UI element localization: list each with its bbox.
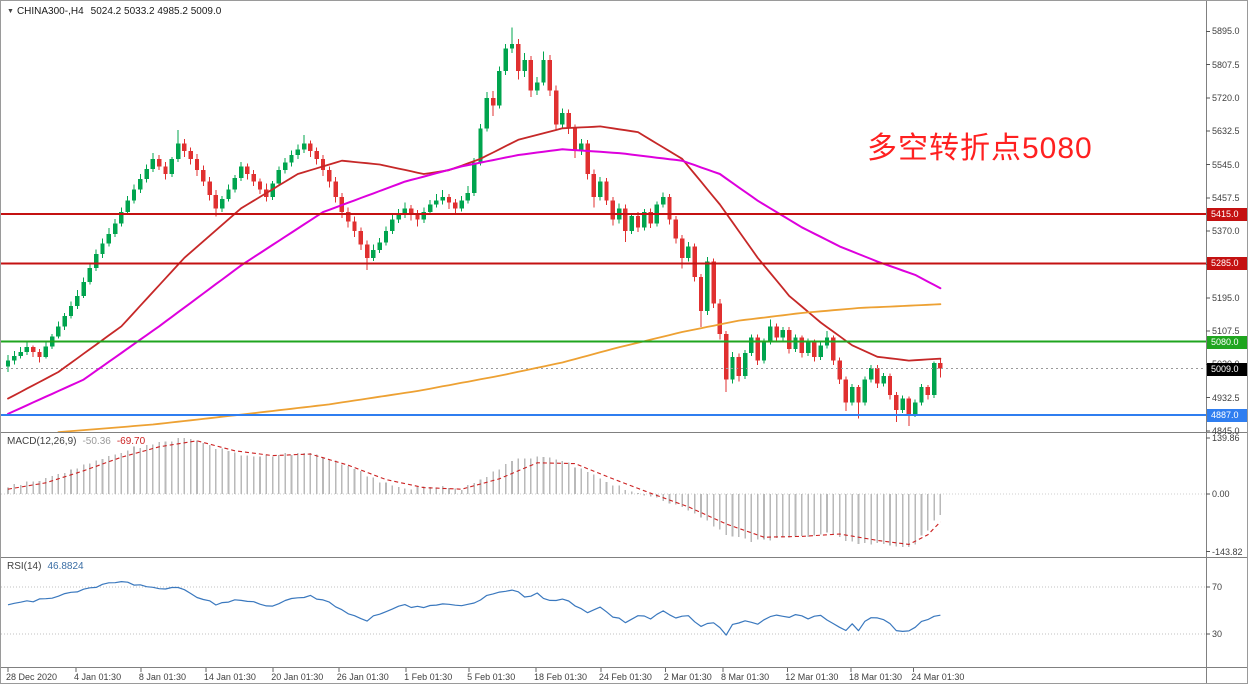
- rsi-label-text: RSI(14): [7, 561, 42, 572]
- macd-signal-value: -69.70: [116, 436, 146, 447]
- symbol-dropdown-triangle-icon[interactable]: ▼: [7, 8, 14, 15]
- symbol-ohlc-values: 5024.2 5033.2 4985.2 5009.0: [90, 6, 222, 17]
- macd-main-value: -50.36: [82, 436, 111, 447]
- rsi-indicator-label: RSI(14) 46.8824: [7, 561, 90, 572]
- macd-indicator-label: MACD(12,26,9) -50.36 -69.70: [7, 436, 151, 447]
- rsi-value: 46.8824: [47, 561, 84, 572]
- macd-label-text: MACD(12,26,9): [7, 436, 77, 447]
- symbol-name: CHINA300-,H4: [16, 6, 84, 17]
- symbol-info: ▼ CHINA300-,H4 5024.2 5033.2 4985.2 5009.0: [7, 6, 221, 17]
- chart-annotation-text[interactable]: 多空转折点5080: [867, 132, 1093, 165]
